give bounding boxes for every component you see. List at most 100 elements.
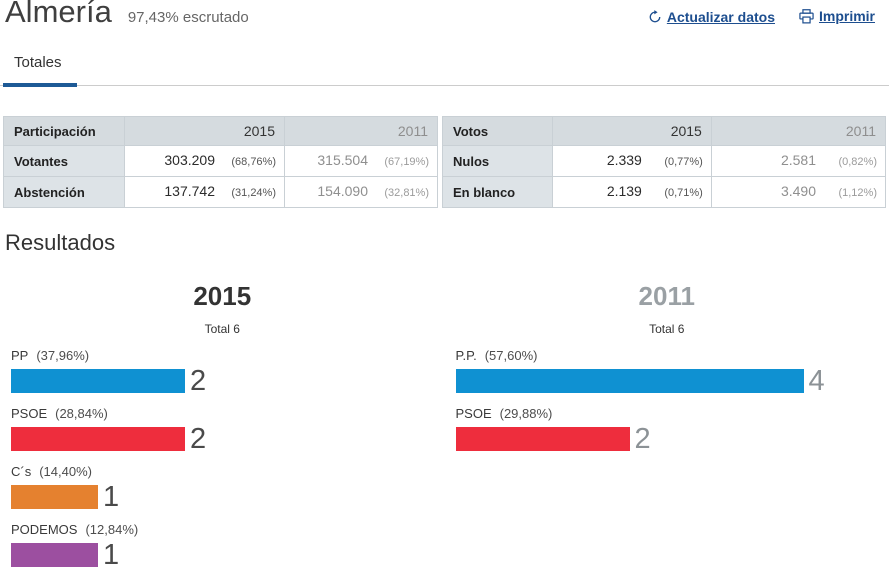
bar-row-psoe-2015: PSOE (28,84%) 2 [11, 406, 434, 455]
party-percent: (57,60%) [484, 348, 538, 363]
seats-bar [11, 369, 185, 393]
value-percent: (68,76%) [231, 156, 276, 168]
table-row: Abstención 137.742 (31,24%) 154.090 (32,81… [3, 176, 438, 208]
summary-tables: Participación 2015 2011 Votantes 303.209… [3, 116, 887, 208]
results-charts: 2015 Total 6 PP (37,96%) 2 PSOE (28,84%) 2… [0, 281, 889, 576]
seats-bar [11, 543, 98, 567]
bar-row-cs-2015: C´s (14,40%) 1 [11, 464, 434, 513]
chart-2011: 2011 Total 6 P.P. (57,60%) 4 PSOE (29,88%)… [445, 281, 889, 576]
seat-count: 1 [103, 481, 120, 513]
seats-bar [455, 427, 630, 451]
print-link-label: Imprimir [818, 8, 875, 24]
value-percent: (31,24%) [231, 187, 276, 199]
party-name: PODEMOS [11, 522, 78, 537]
page-title: Almería [5, 0, 112, 29]
party-percent: (12,84%) [85, 522, 139, 537]
results-heading: Resultados [5, 230, 116, 255]
party-name: C´s [11, 464, 32, 479]
column-2015: 2015 [124, 116, 285, 146]
seat-count: 2 [190, 423, 207, 455]
seat-count: 4 [808, 365, 825, 397]
table-row: Nulos 2.339 (0,77%) 2.581 (0,82%) [442, 145, 887, 177]
table-row: En blanco 2.139 (0,71%) 3.490 (1,12%) [442, 176, 887, 208]
bar-line: 1 [11, 481, 434, 513]
value-percent: (32,81%) [384, 187, 429, 199]
party-name: PSOE [11, 406, 48, 421]
print-link[interactable]: Imprimir [799, 7, 875, 25]
seats-bar [11, 427, 185, 451]
column-2015: 2015 [551, 116, 712, 146]
table-header-row: Participación 2015 2011 [3, 116, 438, 146]
value-2011: 3.490 (1,12%) [710, 176, 887, 208]
value-number: 2.581 [780, 152, 816, 168]
seat-count: 2 [190, 365, 207, 397]
refresh-data-link[interactable]: Actualizar datos [648, 8, 775, 25]
page-header: Almería 97,43% escrutado Actualizar dato… [0, 0, 889, 28]
row-label: Nulos [442, 145, 553, 177]
party-percent: (29,88%) [499, 406, 553, 421]
bar-label: PSOE (29,88%) [456, 406, 879, 421]
value-percent: (0,71%) [664, 187, 703, 199]
table-title: Votos [442, 116, 553, 146]
value-percent: (0,77%) [664, 156, 703, 168]
bar-row-psoe-2011: PSOE (29,88%) 2 [455, 406, 879, 455]
bar-label: PSOE (28,84%) [11, 406, 434, 421]
scrutiny-label: 97,43% escrutado [127, 9, 249, 26]
chart-year-label: 2015 [193, 281, 252, 311]
column-2011: 2011 [284, 116, 438, 146]
table-title: Participación [3, 116, 125, 146]
refresh-icon [648, 8, 662, 25]
value-number: 303.209 [164, 152, 215, 168]
bar-label: PP (37,96%) [11, 348, 434, 363]
bar-line: 1 [11, 539, 434, 571]
bar-line: 2 [11, 423, 434, 455]
bar-row-podemos-2015: PODEMOS (12,84%) 1 [11, 522, 434, 571]
table-header-row: Votos 2015 2011 [442, 116, 887, 146]
value-number: 154.090 [317, 183, 368, 199]
bar-row-pp-2011: P.P. (57,60%) 4 [455, 348, 879, 397]
chart-total-label: Total 6 [204, 322, 240, 336]
value-percent: (0,82%) [838, 156, 877, 168]
row-label: Abstención [3, 176, 125, 208]
value-number: 3.490 [780, 183, 816, 199]
seat-count: 2 [634, 423, 651, 455]
bar-line: 2 [455, 423, 879, 455]
party-name: P.P. [455, 348, 477, 363]
party-name: PP [11, 348, 29, 363]
refresh-link-label: Actualizar datos [666, 8, 775, 25]
value-number: 2.139 [606, 183, 642, 199]
bar-line: 2 [11, 365, 434, 397]
value-2015: 2.339 (0,77%) [551, 145, 712, 177]
party-percent: (28,84%) [55, 406, 108, 421]
party-name: PSOE [455, 406, 492, 421]
tab-bar: Totales [0, 54, 889, 87]
value-percent: (1,12%) [838, 187, 877, 199]
bar-row-pp-2015: PP (37,96%) 2 [11, 348, 434, 397]
bar-label: PODEMOS (12,84%) [11, 522, 434, 537]
table-row: Votantes 303.209 (68,76%) 315.504 (67,19%) [3, 145, 438, 177]
value-2015: 2.139 (0,71%) [551, 176, 712, 208]
bar-label: C´s (14,40%) [11, 464, 434, 479]
value-2015: 137.742 (31,24%) [124, 176, 285, 208]
participation-table: Participación 2015 2011 Votantes 303.209… [3, 116, 438, 208]
header-actions: Actualizar datos Imprimir [648, 7, 875, 25]
value-2011: 2.581 (0,82%) [710, 145, 887, 177]
value-percent: (67,19%) [384, 156, 429, 168]
value-number: 2.339 [606, 152, 642, 168]
party-percent: (14,40%) [39, 464, 92, 479]
value-number: 315.504 [317, 152, 368, 168]
tab-totales[interactable]: Totales [3, 54, 77, 87]
value-2011: 315.504 (67,19%) [284, 145, 438, 177]
party-percent: (37,96%) [36, 348, 90, 363]
bar-line: 4 [455, 365, 879, 397]
value-number: 137.742 [164, 183, 215, 199]
seats-bar [455, 369, 804, 393]
chart-2015: 2015 Total 6 PP (37,96%) 2 PSOE (28,84%) 2… [0, 281, 445, 576]
seat-count: 1 [103, 539, 120, 571]
chart-year-label: 2011 [638, 281, 695, 311]
value-2015: 303.209 (68,76%) [124, 145, 285, 177]
printer-icon [799, 7, 814, 25]
chart-total-label: Total 6 [649, 322, 685, 336]
row-label: En blanco [442, 176, 553, 208]
